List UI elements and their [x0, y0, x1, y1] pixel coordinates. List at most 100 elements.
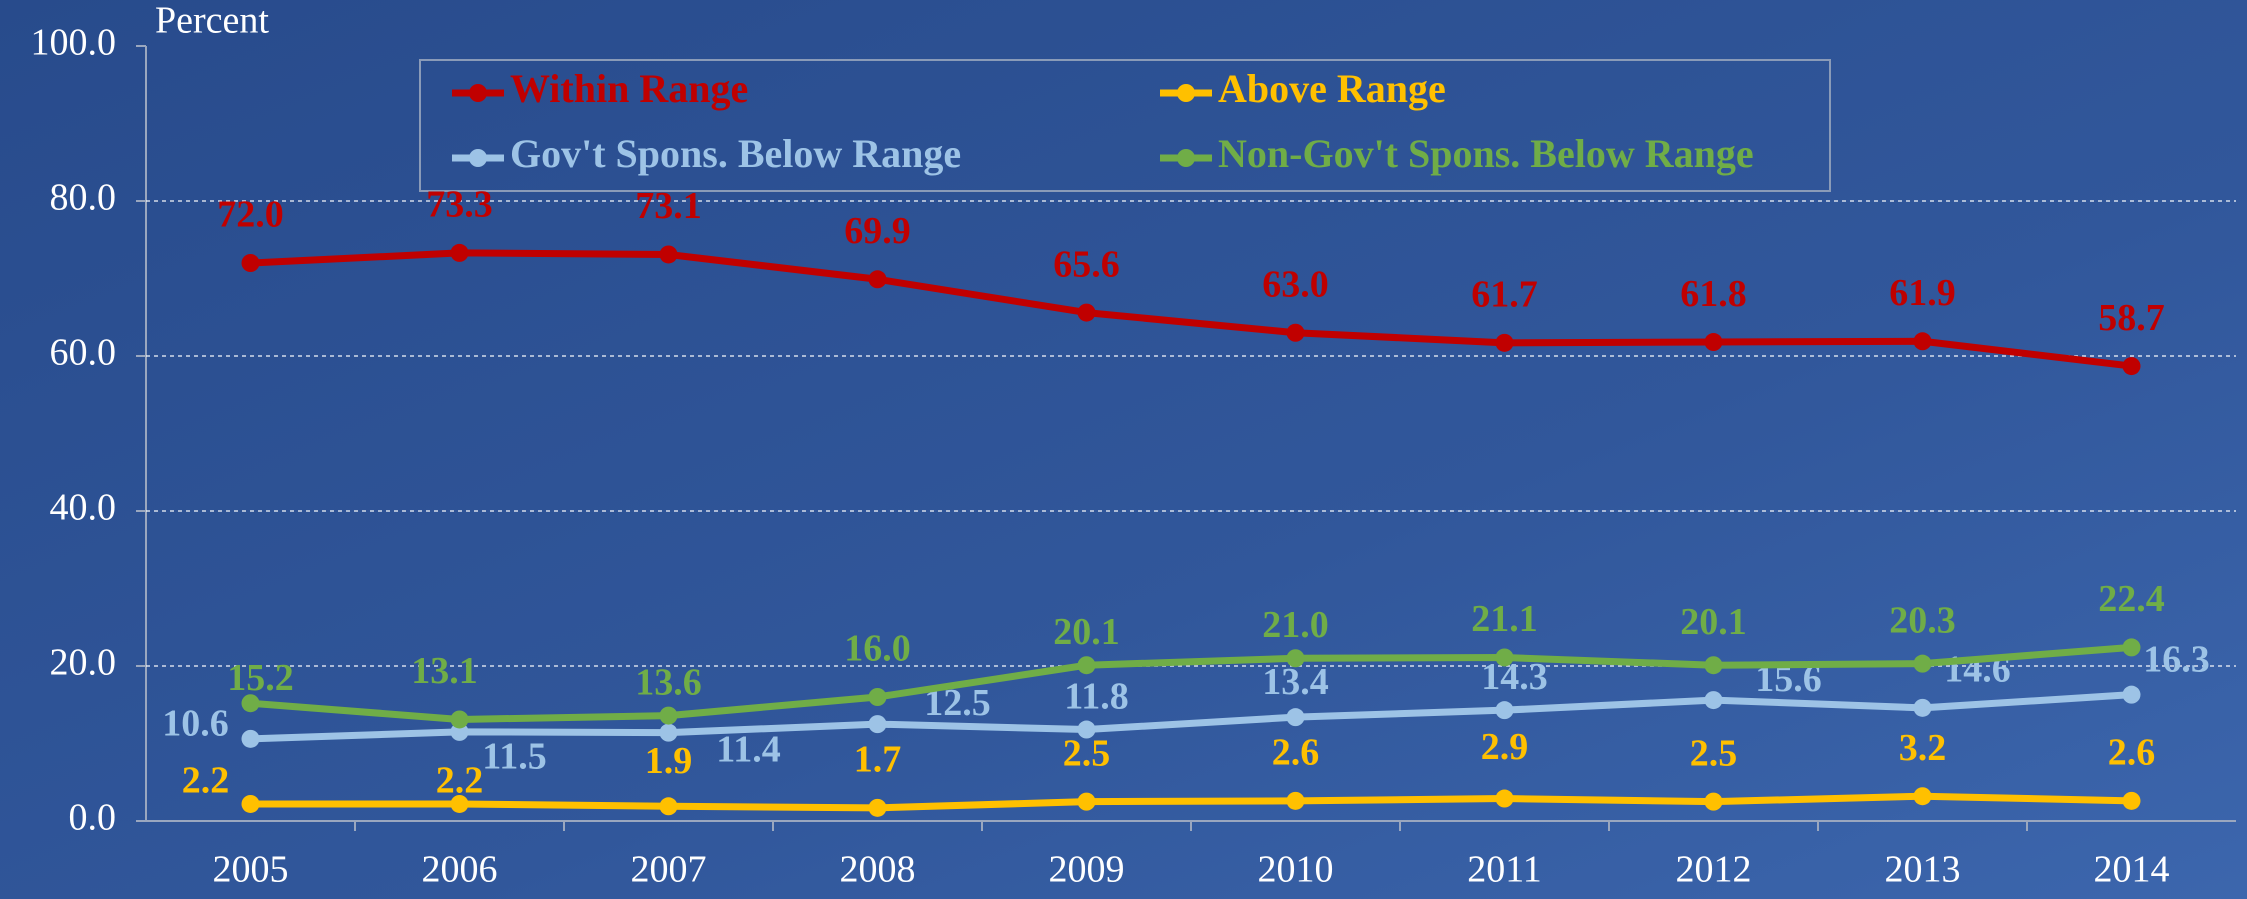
legend-label: Gov't Spons. Below Range: [510, 131, 961, 176]
x-tick-label: 2007: [631, 849, 707, 891]
data-point: [1704, 333, 1723, 352]
data-label: 16.3: [2143, 638, 2210, 680]
data-label: 2.2: [182, 760, 230, 802]
data-point: [450, 243, 469, 262]
data-point: [241, 694, 260, 713]
x-tick-label: 2008: [840, 849, 916, 891]
data-point: [2122, 791, 2141, 810]
data-point: [450, 794, 469, 813]
data-point: [1077, 656, 1096, 675]
y-tick-label: 80.0: [50, 177, 117, 219]
x-tick-label: 2010: [1258, 849, 1334, 891]
data-label: 2.2: [436, 760, 484, 802]
data-label: 61.9: [1889, 272, 1956, 314]
data-label: 21.1: [1471, 598, 1538, 640]
legend-label: Within Range: [510, 66, 748, 111]
data-label: 10.6: [162, 703, 229, 745]
data-point: [1286, 791, 1305, 810]
x-tick-label: 2013: [1885, 849, 1961, 891]
data-label: 2.6: [2108, 732, 2156, 774]
data-point: [1495, 789, 1514, 808]
x-tick-label: 2005: [213, 849, 289, 891]
data-point: [241, 254, 260, 272]
data-point: [1913, 332, 1932, 351]
data-point: [868, 715, 887, 734]
data-label: 58.7: [2098, 297, 2165, 339]
x-tick-label: 2009: [1049, 849, 1125, 891]
data-label: 65.6: [1053, 243, 1120, 285]
data-label: 72.0: [217, 194, 284, 236]
data-point: [2122, 685, 2141, 704]
data-point: [659, 797, 678, 816]
data-label: 1.7: [854, 739, 902, 781]
data-label: 13.6: [635, 661, 702, 703]
y-axis-label: Percent: [155, 0, 269, 42]
data-point: [1704, 792, 1723, 811]
data-point: [1495, 648, 1514, 667]
data-point: [659, 723, 678, 742]
data-point: [1913, 654, 1932, 673]
data-point: [450, 722, 469, 741]
data-point: [1286, 323, 1305, 342]
data-label: 63.0: [1262, 263, 1329, 305]
data-label: 69.9: [844, 210, 911, 252]
data-label: 11.8: [1064, 675, 1128, 717]
legend-label: Above Range: [1218, 66, 1446, 111]
series-line: [250, 792, 2132, 812]
data-label: 15.2: [227, 657, 294, 699]
data-point: [1077, 792, 1096, 811]
data-label: 13.4: [1262, 661, 1329, 703]
data-label: 20.3: [1889, 599, 1956, 641]
y-tick-label: 20.0: [50, 642, 117, 684]
data-point: [2122, 638, 2141, 657]
y-tick-label: 60.0: [50, 332, 117, 374]
data-label: 2.5: [1690, 732, 1738, 774]
data-point: [1077, 303, 1096, 322]
data-label: 73.3: [426, 184, 493, 226]
x-tick-label: 2006: [422, 849, 498, 891]
data-label: 61.8: [1680, 273, 1747, 315]
y-tick-label: 0.0: [69, 797, 117, 839]
y-tick-label: 100.0: [31, 22, 117, 64]
y-tick-label: 40.0: [50, 487, 117, 529]
data-point: [241, 794, 260, 813]
data-label: 2.6: [1272, 732, 1320, 774]
data-label: 11.5: [482, 736, 546, 778]
data-point: [2122, 357, 2141, 376]
data-point: [868, 688, 887, 706]
data-point: [1913, 698, 1932, 717]
data-label: 1.9: [645, 740, 693, 782]
data-label: 2.9: [1481, 726, 1529, 768]
legend-swatch-dot: [469, 84, 487, 102]
data-label: 2.5: [1063, 732, 1111, 774]
legend-label: Non-Gov't Spons. Below Range: [1218, 131, 1754, 176]
data-point: [241, 729, 260, 748]
series-line: [250, 691, 2132, 743]
data-point: [1495, 333, 1514, 352]
data-label: 73.1: [635, 185, 702, 227]
data-label: 13.1: [411, 650, 478, 692]
data-point: [1913, 787, 1932, 806]
data-point: [1286, 649, 1305, 668]
data-label: 21.0: [1262, 604, 1329, 646]
data-point: [868, 270, 887, 289]
data-point: [1704, 691, 1723, 710]
data-label: 20.1: [1680, 601, 1747, 643]
legend-swatch-dot: [1177, 84, 1195, 102]
data-point: [1704, 656, 1723, 675]
data-label: 22.4: [2098, 578, 2165, 620]
legend-box: [419, 59, 1831, 192]
data-label: 61.7: [1471, 274, 1538, 316]
x-tick-label: 2012: [1676, 849, 1752, 891]
data-label: 20.1: [1053, 611, 1120, 653]
data-label: 11.4: [716, 728, 780, 770]
data-point: [1077, 720, 1096, 739]
legend-swatch-dot: [1177, 149, 1195, 167]
data-point: [659, 245, 678, 264]
series-line: [250, 643, 2132, 723]
data-label: 14.3: [1481, 656, 1548, 698]
legend-swatch-dot: [469, 149, 487, 167]
